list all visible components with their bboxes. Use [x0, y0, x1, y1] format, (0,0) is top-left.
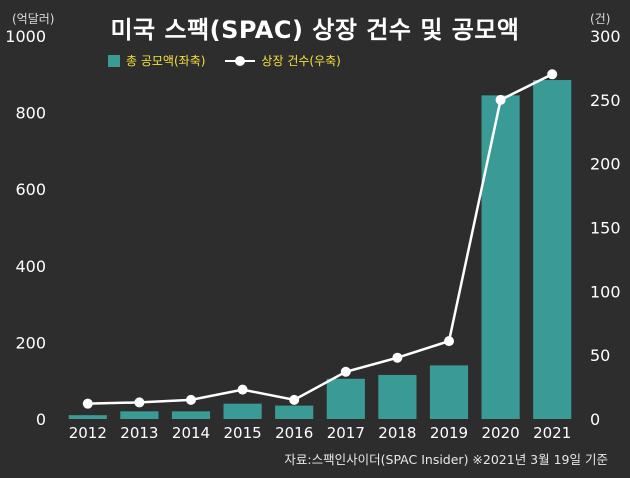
point-2021: [547, 69, 558, 80]
left-tick-0: 0: [36, 410, 46, 429]
right-tick-100: 100: [590, 282, 621, 301]
x-tick-2014: 2014: [172, 424, 210, 442]
x-tick-2018: 2018: [378, 424, 416, 442]
point-2019: [444, 336, 454, 347]
point-2020: [495, 94, 506, 105]
right-axis-unit: (건): [590, 12, 611, 26]
point-2017: [340, 366, 351, 377]
x-tick-2021: 2021: [533, 424, 571, 442]
point-2013: [134, 397, 145, 408]
legend-line-marker: [225, 54, 256, 68]
bar-2021: [533, 80, 572, 420]
left-tick-800: 800: [15, 104, 46, 123]
left-tick-600: 600: [15, 180, 46, 199]
x-tick-2012: 2012: [69, 424, 107, 442]
bar-2012: [68, 415, 107, 419]
right-tick-150: 150: [590, 219, 621, 238]
left-tick-1000: 1000: [5, 27, 46, 46]
bar-2014: [171, 411, 211, 419]
right-tick-250: 250: [590, 91, 621, 110]
bar-2015: [223, 403, 262, 419]
listing-count-line: [87, 73, 553, 405]
bar-2017: [326, 378, 365, 419]
x-tick-2016: 2016: [275, 424, 313, 442]
x-tick-2019: 2019: [430, 424, 468, 442]
right-tick-0: 0: [590, 410, 600, 429]
bar-2013: [120, 411, 159, 419]
x-tick-2017: 2017: [327, 424, 365, 442]
legend: 총 공모액(좌축) 상장 건수(우축): [108, 52, 341, 69]
x-tick-2020: 2020: [482, 424, 520, 442]
bar-2018: [378, 374, 417, 419]
left-tick-400: 400: [15, 257, 46, 276]
right-tick-200: 200: [590, 155, 621, 174]
bar-2020: [481, 95, 520, 420]
point-2014: [186, 394, 196, 405]
legend-bar-label: 총 공모액(좌축): [126, 54, 206, 68]
right-tick-50: 50: [590, 346, 610, 365]
legend-bar-swatch: [108, 54, 120, 67]
x-tick-2013: 2013: [120, 424, 158, 442]
point-2015: [237, 384, 248, 395]
right-tick-300: 300: [590, 27, 621, 46]
point-2016: [289, 394, 300, 405]
left-tick-200: 200: [15, 333, 46, 352]
source-note: 자료:스팩인사이더(SPAC Insider) ※2021년 3월 19일 기준: [284, 452, 608, 467]
point-2012: [82, 398, 93, 409]
legend-line-label: 상장 건수(우축): [261, 54, 341, 68]
bar-2016: [275, 405, 314, 419]
x-tick-2015: 2015: [224, 424, 262, 442]
point-2018: [392, 352, 403, 363]
left-axis-unit: (억달러): [12, 12, 55, 26]
bar-2019: [429, 365, 469, 419]
chart-title: 미국 스팩(SPAC) 상장 건수 및 공모액: [110, 16, 520, 44]
